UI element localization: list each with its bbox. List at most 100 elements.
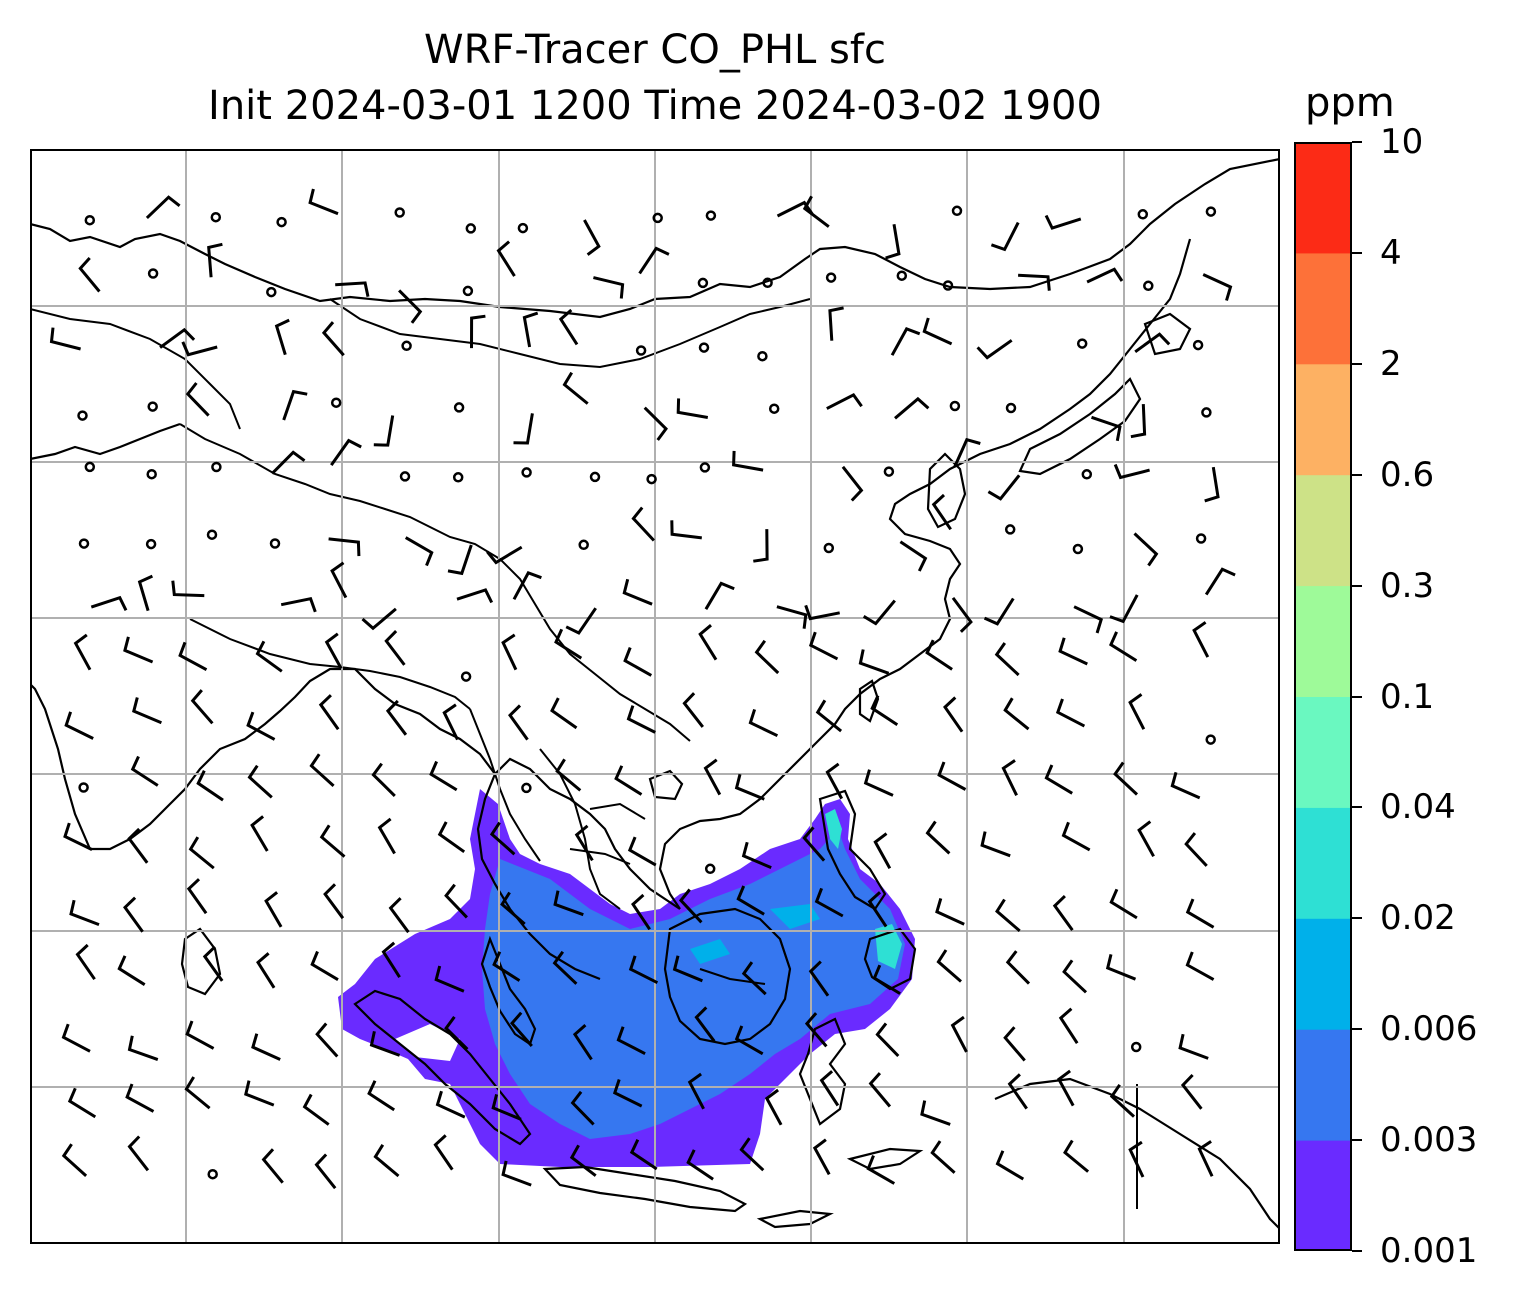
wind-barb (255, 640, 283, 673)
wind-barb (73, 633, 92, 671)
calm-wind-circle (517, 222, 529, 234)
wind-barb (922, 317, 953, 346)
wind-barb (614, 765, 643, 796)
calm-wind-circle (1005, 402, 1017, 414)
wind-barb (828, 306, 844, 341)
wind-barb (117, 955, 146, 986)
plume-high (770, 904, 820, 929)
wind-barb (873, 832, 892, 870)
wind-barb (870, 694, 899, 726)
wind-barb (1192, 621, 1210, 658)
calm-wind-circle (1205, 734, 1216, 745)
colorbar-band (1294, 142, 1352, 254)
wind-barb (123, 896, 144, 933)
wind-barb (1184, 832, 1208, 867)
wind-barb (741, 961, 767, 996)
wind-barb (1197, 1140, 1214, 1177)
calm-wind-circle (646, 473, 657, 485)
wind-barb (130, 755, 159, 787)
wind-barb (825, 762, 844, 800)
tracer-plume (338, 789, 915, 1167)
sulawesi (798, 1017, 847, 1126)
wind-barb (282, 389, 308, 421)
wind-barb (501, 633, 518, 671)
colorbar-tick-label: 0.3 (1380, 565, 1435, 606)
indochina-coast (476, 757, 681, 981)
calm-wind-circle (589, 471, 601, 483)
wind-barb (185, 1020, 215, 1050)
colorbar-tick-label: 0.6 (1380, 454, 1435, 495)
philippines-mindanao (863, 927, 917, 991)
lesser-sunda (756, 1209, 834, 1229)
colorbar (1294, 142, 1352, 1251)
coastlines (30, 157, 1280, 1230)
wind-barb (1007, 1073, 1028, 1110)
new-guinea (994, 1077, 1280, 1230)
wind-barb (994, 642, 1020, 677)
calm-wind-circle (146, 468, 157, 480)
calm-wind-circle (823, 542, 835, 554)
wind-barb (678, 888, 703, 924)
calm-wind-circle (578, 539, 589, 551)
wind-barb (1105, 954, 1137, 981)
colorbar-band (1294, 696, 1352, 808)
calm-wind-circle (1137, 209, 1149, 220)
wind-barb (867, 891, 888, 928)
wind-barb (137, 574, 154, 612)
wind-barb (1128, 693, 1146, 730)
calm-wind-circle (768, 403, 780, 414)
wind-barb (670, 520, 702, 540)
calm-wind-circle (145, 538, 157, 550)
calm-wind-circle (269, 538, 281, 549)
colorbar-band (1294, 474, 1352, 587)
wind-barb (184, 1076, 211, 1110)
wind-barb (404, 536, 434, 567)
wind-barb (302, 1093, 330, 1126)
wind-barb (920, 1100, 951, 1126)
wind-barb (377, 817, 396, 855)
wind-barb (274, 318, 290, 356)
wind-barb (802, 826, 826, 862)
borneo (663, 907, 792, 1046)
colorbar-band (1294, 252, 1352, 365)
wind-barb (202, 945, 224, 982)
wind-barb (863, 769, 894, 797)
wind-barb (261, 1148, 284, 1184)
wind-barb (925, 639, 953, 671)
calm-wind-circle (147, 268, 159, 279)
sri-lanka (180, 927, 222, 996)
wind-barb (804, 604, 840, 621)
wind-barb (371, 762, 396, 797)
wind-barb (631, 506, 655, 542)
colorbar-tick-label: 0.006 (1380, 1009, 1478, 1050)
wind-barb (496, 240, 516, 277)
sumatra (353, 989, 532, 1146)
wind-barb (1073, 605, 1104, 634)
wind-barb (500, 891, 526, 926)
calm-wind-circle (757, 350, 768, 362)
wind-barb (64, 711, 94, 740)
wind-barb (280, 596, 317, 613)
wind-barb (776, 605, 808, 629)
calm-wind-circle (453, 402, 465, 413)
calm-wind-circle (705, 210, 717, 221)
wind-barb (1086, 267, 1124, 284)
wind-barb (885, 223, 901, 260)
wind-barb (381, 941, 401, 979)
wind-barb (508, 704, 529, 741)
calm-wind-circle (84, 214, 96, 226)
wind-barb (501, 1160, 532, 1187)
wind-barb (90, 595, 128, 611)
wind-barb (826, 392, 863, 410)
wind-barb (815, 699, 843, 733)
wind-barb (486, 545, 523, 565)
colorbar-frame (1294, 142, 1352, 1251)
wind-barb (899, 540, 928, 572)
wind-barb (385, 699, 408, 736)
calm-wind-circle (697, 277, 709, 289)
gridlines (30, 149, 1280, 1244)
wind-barb (812, 1138, 831, 1176)
wind-barb (442, 703, 459, 741)
wind-barb (1113, 463, 1150, 480)
wind-barb (1185, 951, 1215, 981)
